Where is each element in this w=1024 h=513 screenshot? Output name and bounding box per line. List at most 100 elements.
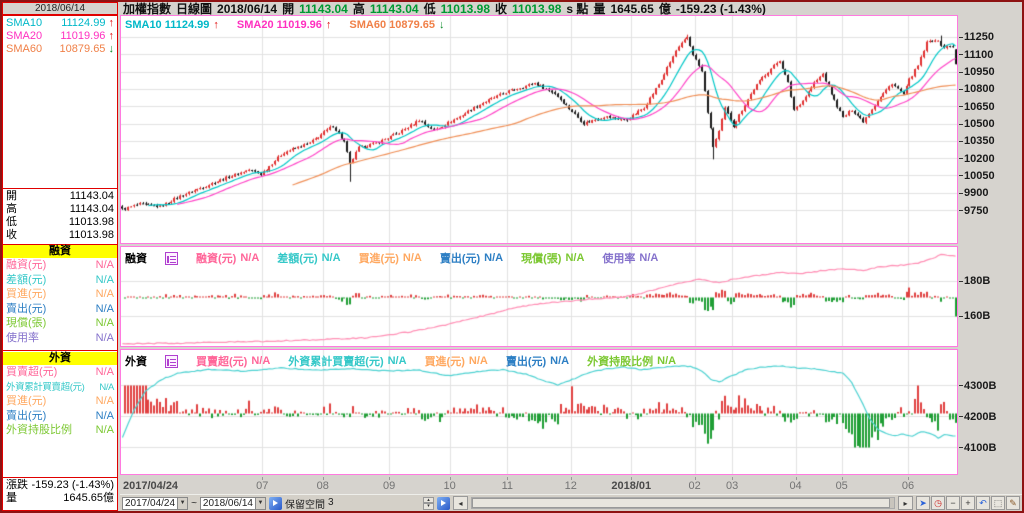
ohlc-row: 低 11013.98 (3, 216, 117, 229)
up-arrow-icon: ↑ (325, 19, 332, 31)
horizontal-scrollbar[interactable] (470, 497, 895, 509)
low-value: 11013.98 (440, 2, 490, 15)
x-tick-mark (389, 477, 390, 480)
status-bar: 2017/04/24 ▼ ~ 2018/06/14 ▼ 保留空間 3 ▴ ▾ ◂… (120, 494, 1022, 511)
volume-row-value: 1645.65億 (63, 492, 114, 504)
tool-zoom-in-button[interactable]: + (961, 496, 975, 510)
pan-tool-icon[interactable] (268, 496, 282, 510)
foreign-chart-canvas[interactable] (121, 350, 957, 474)
y-tick-label: 10650 (964, 100, 995, 113)
indicator-row: 買進(元) N/A (3, 288, 117, 301)
volume-label: 量 (593, 2, 606, 15)
indicator-header-value: N/A (468, 355, 488, 367)
symbol-name: 加權指數 (123, 2, 172, 15)
price-chart-canvas[interactable] (121, 16, 957, 243)
y-tick-mark (959, 385, 963, 386)
x-tick-mark (695, 477, 696, 480)
range-end-select[interactable]: 2018/06/14 ▼ (199, 496, 266, 510)
y-tick-mark (959, 416, 963, 417)
y-tick-mark (959, 141, 963, 142)
range-start-value: 2017/04/24 (125, 497, 176, 509)
open-label: 開 (282, 2, 295, 15)
snapshot-tool-icon[interactable] (436, 496, 450, 510)
up-arrow-icon: ↑ (213, 19, 219, 31)
time-axis: 2017/04/24 07 08 09 10 11 12 2018/01 02 03 04 05 06 (120, 477, 958, 493)
sma-row: SMA60 10879.65 ↓ (3, 43, 117, 56)
down-arrow-icon: ↓ (439, 19, 445, 31)
divider (3, 477, 117, 478)
tool-draw-button[interactable]: ✎ (1006, 496, 1020, 510)
open-value: 11143.04 (299, 2, 348, 15)
indicator-header-item: 使用率 N/A (602, 250, 658, 266)
range-start-select[interactable]: 2017/04/24 ▼ (122, 496, 189, 510)
ohlc-label: 高 (6, 203, 17, 215)
tool-clock-button[interactable]: ◷ (931, 496, 945, 510)
indicator-label: 外資累計買賣超(元) (6, 381, 85, 393)
indicator-header-item: 賣出(元) N/A (440, 250, 503, 266)
y-tick-label: 10350 (964, 135, 995, 148)
divider (3, 188, 117, 189)
tool-zoom-out-button[interactable]: − (946, 496, 960, 510)
indicator-header-label: 外資持股比例 (587, 356, 654, 368)
scroll-right-button[interactable]: ▸ (898, 496, 913, 510)
indicator-header-label: 賣出(元) (505, 356, 547, 368)
indicator-value: N/A (95, 273, 114, 286)
indicator-header-label: 外資累計買賣超(元) (288, 356, 384, 368)
ohlc-row: 開 11143.04 (3, 190, 117, 203)
y-tick-label: 11100 (964, 48, 994, 61)
x-tick-mark (796, 477, 797, 480)
title-date: 2018/06/14 (217, 2, 278, 15)
indicator-header-item: 融資(元) N/A (196, 250, 259, 266)
indicator-label: 差額(元) (6, 273, 47, 286)
x-tick-label: 2018/01 (611, 480, 652, 492)
spin-down-icon[interactable]: ▾ (422, 503, 434, 510)
chevron-down-icon[interactable]: ▼ (177, 497, 188, 509)
keep-space-stepper[interactable]: ▴ ▾ (422, 496, 434, 510)
y-tick-label: 9750 (964, 204, 989, 217)
spin-up-icon[interactable]: ▴ (422, 496, 434, 503)
indicator-row: 買賣超(元) N/A (3, 366, 117, 379)
indicator-label: 使用率 (6, 331, 39, 344)
current-date-box: 2018/06/14 (2, 2, 118, 15)
indicator-row: 外資累計買賣超(元) N/A (3, 381, 117, 394)
y-tick-mark (959, 158, 963, 159)
margin-chart-header: 融資 融資(元) N/A 差額(元) N/A 買進(元) N/A 賣出(元) N/A 現償(張)… (125, 250, 658, 266)
y-tick-label: 10050 (964, 169, 995, 182)
sma-label: SMA60 (6, 43, 43, 55)
y-tick-label: 10500 (964, 118, 995, 130)
indicator-header-value: N/A (240, 252, 260, 264)
tool-cursor-button[interactable]: ➤ (916, 496, 930, 510)
price-chart-header: SMA10 11124.99 ↑ SMA20 11019.96 ↑ SMA60 1087… (125, 19, 445, 31)
indicator-value: N/A (95, 424, 114, 436)
tool-select-region-button[interactable]: ⬚ (991, 496, 1005, 510)
high-label: 高 (352, 2, 365, 15)
indicator-header-item: 差額(元) N/A (277, 250, 340, 266)
chevron-down-icon[interactable]: ▼ (254, 497, 265, 509)
y-tick-label: 11250 (964, 31, 994, 44)
indicator-header-item: 現償(張) N/A (521, 250, 584, 266)
indicator-header-label: 現償(張) (521, 253, 562, 265)
panel-menu-icon[interactable] (165, 251, 178, 265)
x-tick-label: 09 (382, 480, 396, 492)
indicator-header-value: N/A (565, 252, 585, 264)
indicator-label: 買進(元) (6, 395, 47, 407)
close-value: 11013.98 (512, 2, 562, 15)
volume-value: 1645.65 (610, 2, 654, 15)
indicator-row: 現償(張) N/A (3, 317, 117, 330)
scrollbar-thumb[interactable] (471, 498, 890, 508)
keep-space-label: 保留空間 (284, 499, 325, 511)
margin-chart-canvas[interactable] (121, 247, 957, 346)
indicator-label: 現償(張) (6, 317, 47, 329)
indicator-header-label: 使用率 (602, 253, 636, 265)
indicator-label: 賣出(元) (6, 302, 47, 315)
scroll-left-button[interactable]: ◂ (452, 496, 468, 510)
panel-menu-icon[interactable] (165, 354, 178, 368)
indicator-header-label: 差額(元) (277, 253, 318, 265)
low-label: 低 (423, 2, 436, 15)
y-tick-mark (959, 72, 963, 73)
change-row: 漲跌 -159.23 (-1.43%) (3, 479, 117, 492)
volume-unit: 億 (658, 2, 671, 15)
tool-undo-button[interactable]: ↶ (976, 496, 990, 510)
keep-space-value[interactable]: 3 (327, 496, 334, 508)
